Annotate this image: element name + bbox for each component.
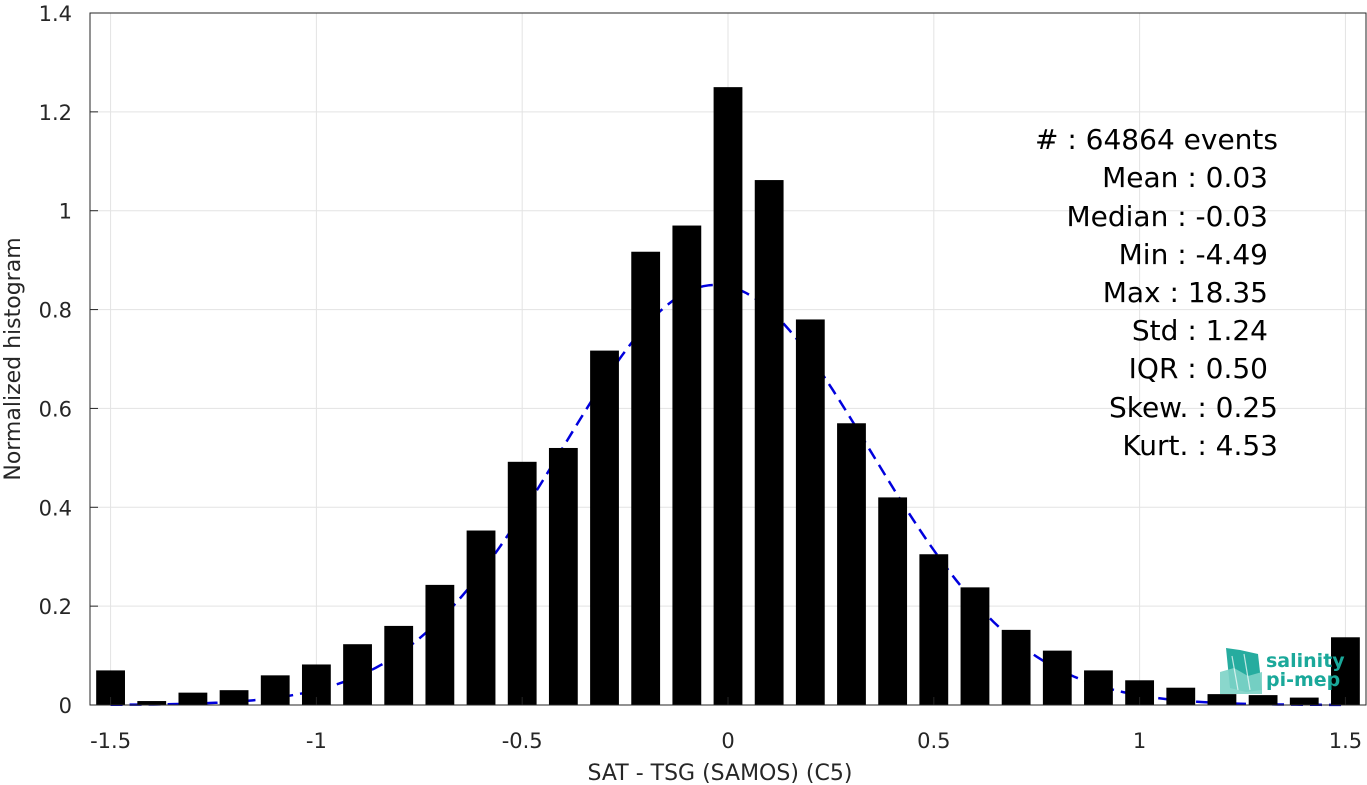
stat-median: Median : -0.03 xyxy=(1066,200,1268,233)
histogram-bar xyxy=(960,587,990,705)
stat-skew: Skew. : 0.25 xyxy=(1109,391,1278,424)
histogram-bar xyxy=(1207,694,1237,705)
stat-events: # : 64864 events xyxy=(1035,123,1278,156)
histogram-bar xyxy=(219,690,249,705)
histogram-bar xyxy=(1289,697,1319,705)
salinity-pimep-logo: salinity pi-mep xyxy=(1220,648,1345,694)
histogram-bar xyxy=(631,251,661,706)
histogram-bar xyxy=(713,87,743,705)
y-axis-label: Normalized histogram xyxy=(1,237,26,480)
histogram-bar xyxy=(672,225,702,706)
histogram-bar xyxy=(1042,650,1072,705)
histogram-bar xyxy=(343,644,372,705)
stat-max: Max : 18.35 xyxy=(1103,276,1268,309)
histogram-bar xyxy=(1248,695,1278,705)
histogram-bar xyxy=(178,692,208,705)
x-tick-label: 1 xyxy=(1133,729,1146,753)
y-tick-label: 0.4 xyxy=(39,496,72,520)
logo-icon xyxy=(1220,648,1262,694)
histogram-bar xyxy=(384,625,414,705)
x-tick-label: -1 xyxy=(306,729,327,753)
y-tick-label: 0.2 xyxy=(39,595,72,619)
histogram-bar xyxy=(837,423,866,705)
x-tick-label: -0.5 xyxy=(502,729,543,753)
x-tick-label: -1.5 xyxy=(90,729,131,753)
logo-text-line1: salinity xyxy=(1266,650,1345,672)
histogram-bar xyxy=(137,701,167,705)
x-tick-label: 0 xyxy=(721,729,734,753)
logo-text-line2: pi-mep xyxy=(1266,669,1340,691)
stat-iqr: IQR : 0.50 xyxy=(1129,352,1268,385)
histogram-bar xyxy=(260,675,290,705)
y-tick-label: 0 xyxy=(59,694,72,718)
stat-min: Min : -4.49 xyxy=(1119,238,1268,271)
histogram-bar xyxy=(878,497,908,705)
x-tick-label: 1.5 xyxy=(1329,729,1362,753)
histogram-bar xyxy=(1084,670,1113,705)
histogram-bar xyxy=(1331,637,1360,705)
histogram-bar xyxy=(548,447,578,705)
axis-ticks: -1.5 -1 -0.5 0 0.5 1 1.5 0 0.2 0.4 0.6 0.8 1 1.2 1.4 xyxy=(39,2,1363,753)
y-tick-label: 0.8 xyxy=(39,299,72,323)
y-tick-label: 0.6 xyxy=(39,397,72,421)
histogram-bars xyxy=(96,87,1360,706)
y-tick-label: 1.2 xyxy=(39,101,72,125)
stat-kurt: Kurt. : 4.53 xyxy=(1122,429,1278,462)
stat-mean: Mean : 0.03 xyxy=(1102,161,1268,194)
histogram-bar xyxy=(590,350,619,705)
x-tick-label: 0.5 xyxy=(917,729,950,753)
histogram-bar xyxy=(1166,687,1196,705)
stat-std: Std : 1.24 xyxy=(1132,314,1268,347)
y-tick-label: 1.4 xyxy=(39,2,72,26)
histogram-bar xyxy=(507,461,537,705)
histogram-bar xyxy=(466,530,496,705)
y-tick-label: 1 xyxy=(59,200,72,224)
histogram-bar xyxy=(425,584,455,705)
histogram-bar xyxy=(795,319,825,705)
histogram-bar xyxy=(919,554,949,705)
histogram-bar xyxy=(754,180,784,705)
x-axis-label: SAT - TSG (SAMOS) (C5) xyxy=(588,761,853,785)
histogram-bar xyxy=(1001,629,1031,705)
stats-box: # : 64864 events Mean : 0.03 Median : -0… xyxy=(1035,123,1278,462)
